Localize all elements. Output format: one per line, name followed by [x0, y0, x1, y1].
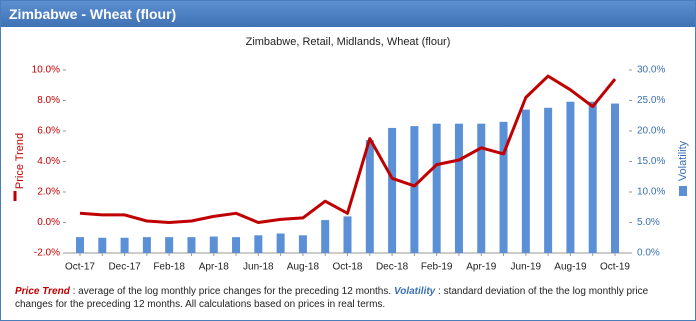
footnote-term: Volatility	[393, 286, 436, 297]
bar	[544, 107, 553, 253]
x-tick-label: Dec-18	[376, 262, 409, 273]
y2-tick-label: 0.0%	[637, 248, 660, 259]
bar	[187, 237, 196, 253]
y2-axis-title: Volatility	[677, 140, 689, 181]
bar	[521, 109, 530, 254]
x-tick-label: Apr-18	[199, 262, 229, 273]
bar	[611, 103, 619, 253]
x-tick-label: Jun-18	[243, 262, 274, 273]
bar	[432, 123, 441, 254]
bar	[477, 123, 486, 254]
y-tick-label: 8.0%	[37, 95, 60, 106]
x-tick-label: Aug-19	[554, 262, 587, 273]
y-tick-label: 0.0%	[37, 217, 60, 228]
bar	[232, 237, 241, 253]
bar	[276, 233, 285, 253]
x-tick-label: Feb-19	[421, 262, 453, 273]
bar	[298, 235, 307, 253]
x-tick-label: Oct-18	[332, 262, 362, 273]
y2-tick-label: 5.0%	[637, 217, 660, 228]
bar	[499, 121, 508, 253]
y-tick-label: 6.0%	[37, 126, 60, 137]
y2-tick-label: 30.0%	[637, 65, 665, 76]
bar	[98, 237, 107, 253]
bar	[454, 123, 463, 254]
chart: Zimbabwe, Retail, Midlands, Wheat (flour…	[13, 36, 689, 273]
bar	[388, 127, 397, 253]
bar	[588, 101, 597, 253]
y-tick-label: 2.0%	[37, 187, 60, 198]
x-tick-label: Feb-18	[153, 262, 185, 273]
y-axis-title: Price Trend	[14, 133, 26, 189]
legend-swatch	[679, 186, 687, 196]
y2-tick-label: 10.0%	[637, 187, 665, 198]
bar	[566, 101, 575, 253]
y2-tick-label: 15.0%	[637, 156, 665, 167]
footnote: Price Trend : average of the log monthly…	[15, 285, 685, 311]
y2-tick-label: 25.0%	[637, 95, 665, 106]
x-tick-label: Dec-17	[108, 262, 141, 273]
x-tick-label: Aug-18	[287, 262, 320, 273]
x-tick-label: Oct-19	[600, 262, 630, 273]
y2-tick-label: 20.0%	[637, 126, 665, 137]
bar	[209, 236, 218, 253]
x-tick-label: Oct-17	[65, 262, 95, 273]
footnote-text: : standard deviation of the the log mont…	[15, 286, 649, 310]
bar	[365, 140, 374, 253]
y-tick-label: 4.0%	[37, 156, 60, 167]
bar	[254, 235, 263, 253]
footnote-text: : average of the log monthly price chang…	[69, 286, 394, 297]
bar	[165, 237, 174, 253]
chart-title: Zimbabwe, Retail, Midlands, Wheat (flour…	[246, 36, 451, 48]
bar	[120, 237, 129, 253]
bar	[76, 237, 84, 253]
bar	[410, 126, 419, 253]
trend-line	[79, 74, 617, 224]
y-tick-label: 10.0%	[32, 65, 60, 76]
bar	[343, 216, 352, 253]
header-title: Zimbabwe - Wheat (flour)	[1, 1, 695, 27]
x-tick-label: Apr-19	[466, 262, 496, 273]
x-tick-label: Jun-19	[511, 262, 542, 273]
y-tick-label: -2.0%	[34, 248, 60, 259]
bar	[142, 237, 151, 253]
bar	[321, 220, 330, 253]
footnote-term: Price Trend	[15, 286, 70, 297]
